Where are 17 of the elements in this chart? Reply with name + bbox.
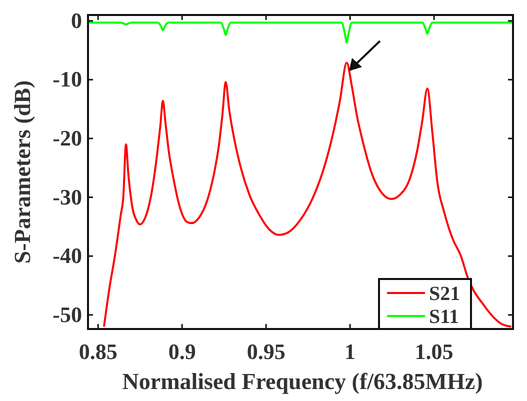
y-axis-title: S-Parameters (dB): [10, 80, 35, 264]
legend-label: S21: [429, 283, 460, 305]
x-axis-title: Normalised Frequency (f/63.85MHz): [122, 369, 483, 394]
y-tick-label: 0: [71, 8, 82, 33]
x-tick-label: 1: [344, 339, 356, 364]
legend-label: S11: [429, 306, 460, 328]
line-series: [88, 22, 513, 44]
x-tick-label: 0.9: [168, 339, 196, 364]
y-tick-label: -20: [52, 125, 82, 150]
y-tick-label: -40: [52, 243, 82, 268]
x-tick-label: 0.95: [246, 339, 286, 364]
x-tick-label: 1.05: [414, 339, 454, 364]
y-tick-label: -50: [52, 302, 82, 327]
x-tick-label: 0.85: [78, 339, 118, 364]
y-tick-label: -10: [52, 66, 82, 92]
line-series: [102, 62, 512, 328]
y-tick-label: -30: [52, 184, 82, 210]
